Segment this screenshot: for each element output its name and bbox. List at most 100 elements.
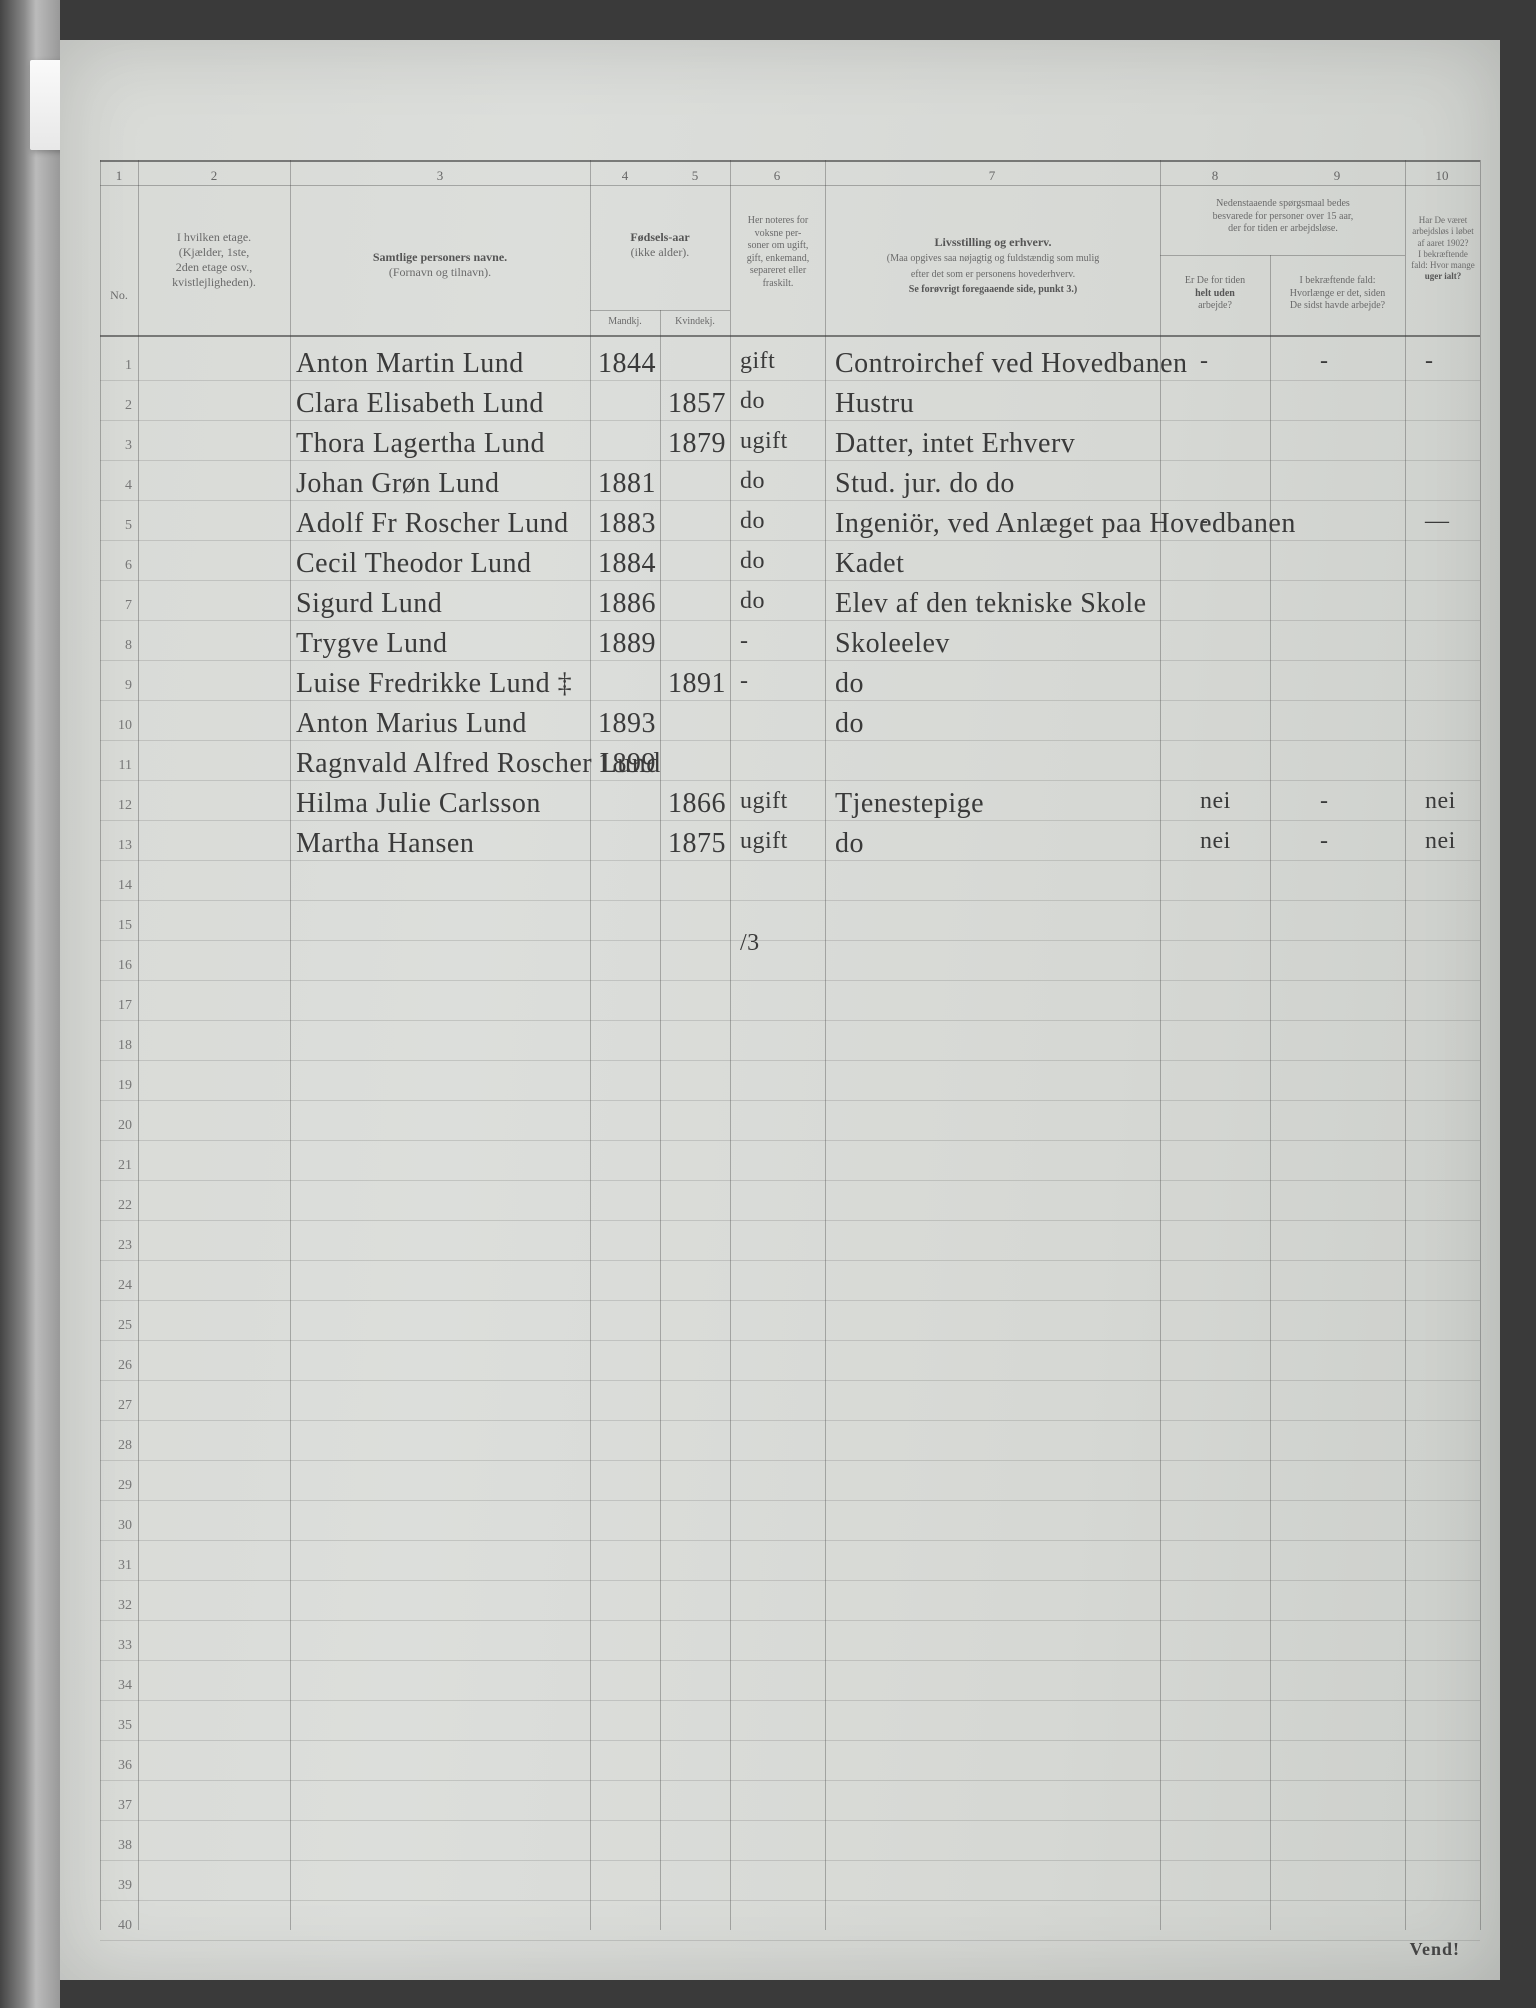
row-number: 1 xyxy=(102,358,132,374)
handwritten-cell: Skoleelev xyxy=(835,628,950,660)
handwritten-cell: 1886 xyxy=(598,588,656,620)
hdr-7: Livsstilling og erhverv. (Maa opgives sa… xyxy=(828,235,1158,297)
row-number: 15 xyxy=(102,918,132,934)
handwritten-cell: Hustru xyxy=(835,388,914,420)
hdr-6: Her noteres for voksne per- soner om ugi… xyxy=(732,215,824,290)
row-line xyxy=(100,660,1480,661)
handwritten-cell: do xyxy=(740,388,765,415)
hdr-2a: I hvilken etage. xyxy=(177,230,251,244)
row-number: 12 xyxy=(102,798,132,814)
handwritten-cell: Datter, intet Erhverv xyxy=(835,428,1075,460)
row-number: 26 xyxy=(102,1358,132,1374)
handwritten-cell: Trygve Lund xyxy=(296,628,447,660)
row-number: 16 xyxy=(102,958,132,974)
handwritten-cell: nei xyxy=(1425,828,1456,855)
row-number: 11 xyxy=(102,758,132,774)
colnum-5: 5 xyxy=(692,168,699,184)
row-line xyxy=(100,540,1480,541)
handwritten-cell: Johan Grøn Lund xyxy=(296,468,499,500)
row-number: 10 xyxy=(102,718,132,734)
row-line xyxy=(100,1940,1480,1941)
hdr-6a: Her noteres for xyxy=(748,215,809,226)
row-line xyxy=(100,620,1480,621)
row-line xyxy=(100,1660,1480,1661)
row-line xyxy=(100,1020,1480,1021)
hdr-8c: arbejde? xyxy=(1198,300,1232,311)
handwritten-cell: 1893 xyxy=(598,708,656,740)
hdr-10b: arbejdsløs i løbet xyxy=(1412,226,1474,236)
handwritten-cell: Martha Hansen xyxy=(296,828,474,860)
row-line xyxy=(100,780,1480,781)
handwritten-cell: 1883 xyxy=(598,508,656,540)
hdr-10a: Har De været xyxy=(1419,215,1467,225)
row-line xyxy=(100,1500,1480,1501)
rule-colnum xyxy=(100,185,1480,186)
hdr-4c: Mandkj. xyxy=(592,316,658,329)
handwritten-cell: Sigurd Lund xyxy=(296,588,442,620)
handwritten-cell: Adolf Fr Roscher Lund xyxy=(296,508,569,540)
hdr-2: I hvilken etage. (Kjælder, 1ste, 2den et… xyxy=(142,230,286,290)
row-number: 4 xyxy=(102,478,132,494)
hdr-2d: kvistlejligheden). xyxy=(172,275,256,289)
row-line xyxy=(100,1340,1480,1341)
hdr-7b: (Maa opgives saa nøjagtig og fuldstændig… xyxy=(887,253,1099,264)
hdr-7a: Livsstilling og erhverv. xyxy=(935,235,1052,249)
handwritten-cell: ugift xyxy=(740,828,788,855)
handwritten-cell: Kadet xyxy=(835,548,904,580)
row-number: 29 xyxy=(102,1478,132,1494)
row-number: 38 xyxy=(102,1838,132,1854)
handwritten-cell: Anton Marius Lund xyxy=(296,708,527,740)
vrule-6 xyxy=(825,160,826,1930)
hdr-3b: (Fornavn og tilnavn). xyxy=(389,265,491,279)
hdr-10e: fald: Hvor mange xyxy=(1411,260,1474,270)
row-line xyxy=(100,1220,1480,1221)
row-line xyxy=(100,1100,1480,1101)
row-line xyxy=(100,1140,1480,1141)
row-line xyxy=(100,1860,1480,1861)
rule-sub89 xyxy=(1160,255,1405,256)
handwritten-cell: do xyxy=(740,548,765,575)
row-line xyxy=(100,900,1480,901)
vrule-7 xyxy=(1160,160,1161,1930)
handwritten-cell: 1884 xyxy=(598,548,656,580)
rule-header-bottom xyxy=(100,335,1480,337)
vrule-45 xyxy=(660,310,661,1930)
handwritten-cell: Luise Fredrikke Lund ‡ xyxy=(296,668,572,700)
hdr-6b: voksne per- xyxy=(755,228,802,239)
census-form-page: 1 2 3 4 5 6 7 8 9 10 No. I hvilken etage… xyxy=(60,40,1500,1980)
row-number: 19 xyxy=(102,1078,132,1094)
hdr-45: Fødsels-aar (ikke alder). xyxy=(592,230,728,260)
row-number: 21 xyxy=(102,1158,132,1174)
handwritten-cell: - xyxy=(1320,788,1329,815)
vrule-3 xyxy=(590,160,591,1930)
handwritten-cell: - xyxy=(1200,508,1209,535)
handwritten-cell: - xyxy=(1425,348,1434,375)
handwritten-cell: nei xyxy=(1200,788,1231,815)
row-number: 28 xyxy=(102,1438,132,1454)
vrule-l xyxy=(100,160,101,1930)
hdr-3a: Samtlige personers navne. xyxy=(373,250,507,264)
vrule-2 xyxy=(290,160,291,1930)
hdr-89a: Nedenstaaende spørgsmaal bedes xyxy=(1216,198,1350,209)
row-number: 17 xyxy=(102,998,132,1014)
hdr-2c: 2den etage osv., xyxy=(176,260,253,274)
row-number: 23 xyxy=(102,1238,132,1254)
row-line xyxy=(100,1780,1480,1781)
row-line xyxy=(100,1380,1480,1381)
colnum-7: 7 xyxy=(989,168,996,184)
handwritten-cell: 1875 xyxy=(668,828,726,860)
row-line xyxy=(100,1620,1480,1621)
hdr-89: Nedenstaaende spørgsmaal bedes besvarede… xyxy=(1162,198,1404,236)
handwritten-cell: - xyxy=(740,668,749,695)
row-number: 39 xyxy=(102,1878,132,1894)
handwritten-cell: - xyxy=(740,628,749,655)
hdr-10d: I bekræftende xyxy=(1418,249,1468,259)
vrule-1 xyxy=(138,160,139,1930)
row-line xyxy=(100,740,1480,741)
handwritten-cell: do xyxy=(835,668,864,700)
row-line xyxy=(100,1460,1480,1461)
row-line xyxy=(100,420,1480,421)
row-number: 2 xyxy=(102,398,132,414)
row-number: 18 xyxy=(102,1038,132,1054)
row-line xyxy=(100,500,1480,501)
